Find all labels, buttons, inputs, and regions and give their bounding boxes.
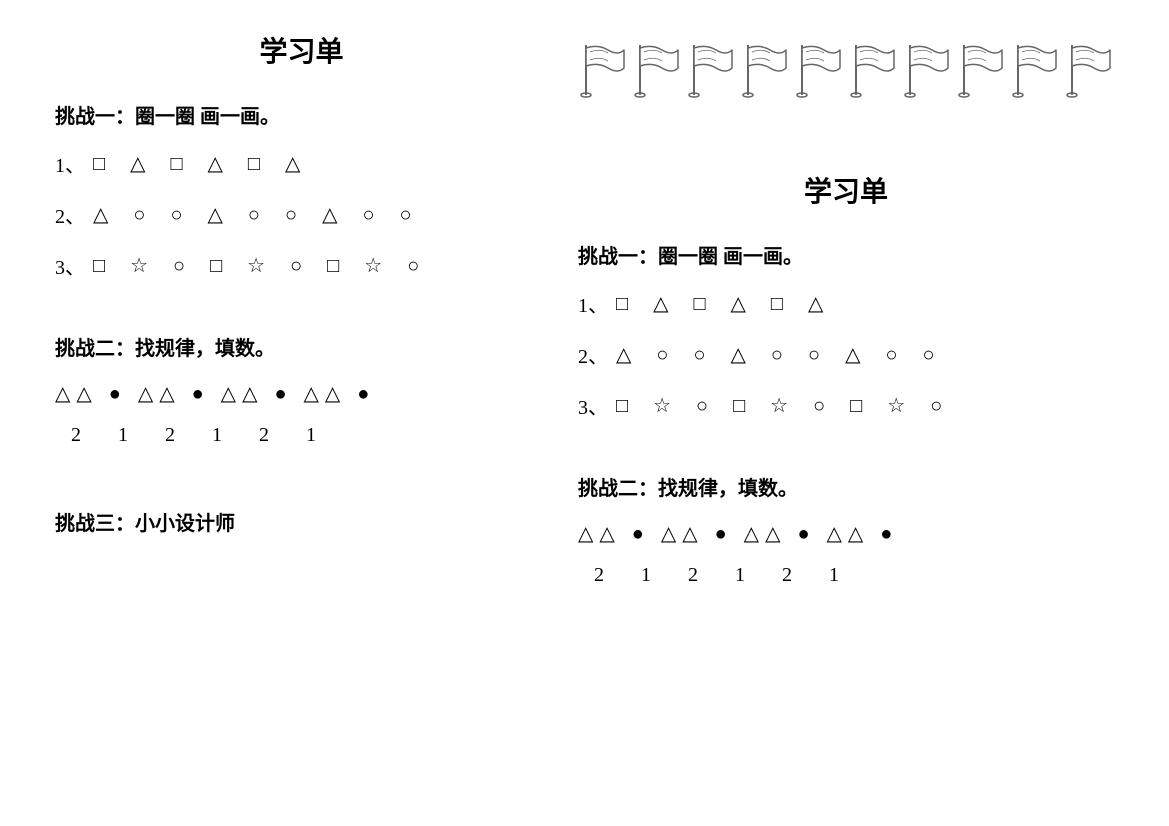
flag-icon [740,40,790,100]
flag-icon [686,40,736,100]
flag-icon [740,40,790,100]
challenge1-heading-left: 挑战一：圈一圈 画一画。 [55,100,548,129]
row-prefix: 1、 [55,149,85,178]
number-cell: 1 [212,424,254,447]
challenge2-numbers-right: 2 1 2 1 2 1 [578,564,1114,587]
flag-icon [956,40,1006,100]
challenge3-heading: 挑战三：小小设计师 [55,507,548,536]
page-title-left: 学习单 [55,30,548,70]
flag-icon [1010,40,1060,100]
flag-icon [902,40,952,100]
left-column: 学习单 挑战一：圈一圈 画一画。 1、 □ △ □ △ □ △ 2、 △ ○ ○… [40,30,563,796]
row-prefix: 2、 [55,200,85,229]
page-title-right: 学习单 [578,170,1114,210]
number-cell: 1 [641,564,683,587]
number-cell: 2 [71,424,113,447]
shape-sequence: □ ☆ ○ □ ☆ ○ □ ☆ ○ [616,393,952,418]
flag-icon [794,40,844,100]
challenge2-shapes-right: △△ ● △△ ● △△ ● △△ ● [578,521,1114,546]
number-cell: 1 [118,424,160,447]
flag-icon [1010,40,1060,100]
number-cell: 1 [306,424,348,447]
shape-sequence: □ △ □ △ □ △ [616,291,833,316]
number-cell: 1 [829,564,871,587]
number-cell: 2 [688,564,730,587]
flag-icon [1064,40,1114,100]
shape-sequence: □ △ □ △ □ △ [93,151,310,176]
pattern-row: 1、 □ △ □ △ □ △ [55,149,548,178]
shape-sequence: △ ○ ○ △ ○ ○ △ ○ ○ [616,342,945,367]
flag-icon [578,40,628,100]
pattern-row: 2、 △ ○ ○ △ ○ ○ △ ○ ○ [55,200,548,229]
flag-icon [686,40,736,100]
flag-icon [848,40,898,100]
challenge2-numbers-left: 2 1 2 1 2 1 [55,424,548,447]
flag-icon [848,40,898,100]
challenge2-heading-right: 挑战二：找规律，填数。 [578,472,1114,501]
shape-sequence: △ ○ ○ △ ○ ○ △ ○ ○ [93,202,422,227]
pattern-row: 2、 △ ○ ○ △ ○ ○ △ ○ ○ [578,340,1114,369]
row-prefix: 1、 [578,289,608,318]
challenge2-shapes-left: △△ ● △△ ● △△ ● △△ ● [55,381,548,406]
challenge1-heading-right: 挑战一：圈一圈 画一画。 [578,240,1114,269]
flag-icon [794,40,844,100]
flags-row [578,30,1114,100]
number-cell: 2 [165,424,207,447]
right-column: 学习单 挑战一：圈一圈 画一画。 1、 □ △ □ △ □ △ 2、 △ ○ ○… [563,30,1129,796]
challenge2-heading-left: 挑战二：找规律，填数。 [55,332,548,361]
flag-icon [578,40,628,100]
row-prefix: 2、 [578,340,608,369]
flag-icon [902,40,952,100]
number-cell: 2 [782,564,824,587]
flag-icon [1064,40,1114,100]
number-cell: 1 [735,564,777,587]
row-prefix: 3、 [578,391,608,420]
number-cell: 2 [594,564,636,587]
pattern-row: 3、 □ ☆ ○ □ ☆ ○ □ ☆ ○ [578,391,1114,420]
pattern-row: 1、 □ △ □ △ □ △ [578,289,1114,318]
flag-icon [632,40,682,100]
pattern-row: 3、 □ ☆ ○ □ ☆ ○ □ ☆ ○ [55,251,548,280]
row-prefix: 3、 [55,251,85,280]
flag-icon [956,40,1006,100]
flag-icon [632,40,682,100]
shape-sequence: □ ☆ ○ □ ☆ ○ □ ☆ ○ [93,253,429,278]
number-cell: 2 [259,424,301,447]
